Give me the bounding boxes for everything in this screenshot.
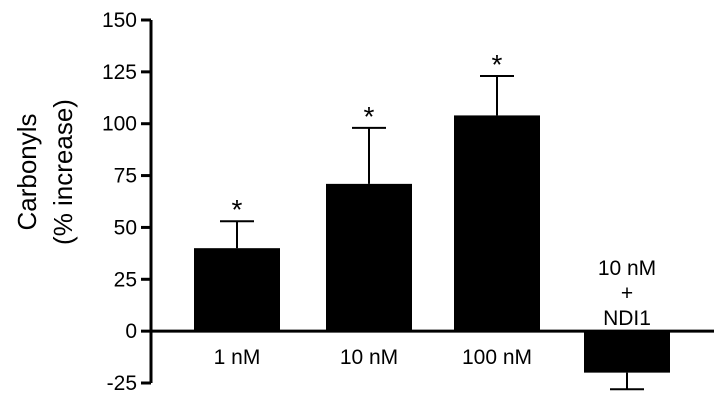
category-label: 100 nM [462, 346, 532, 369]
y-tick-label: 50 [114, 216, 137, 239]
bar [454, 115, 540, 332]
category-label: 10 nM [340, 346, 398, 369]
y-tick-label: 100 [102, 113, 137, 136]
y-tick-label: 150 [102, 9, 137, 32]
y-axis-title-line-1: Carbonyls [12, 113, 42, 230]
bar [194, 248, 280, 332]
significance-marker: * [364, 101, 375, 132]
bar [584, 331, 670, 373]
y-axis-title: Carbonyls (% increase) [12, 99, 78, 245]
category-label-line: NDI1 [603, 307, 651, 330]
category-label-line: 10 nM [598, 257, 656, 280]
category-label-line: + [621, 282, 633, 305]
y-axis-title-line-2: (% increase) [48, 99, 78, 245]
y-tick-label: 125 [102, 61, 137, 84]
bar [326, 183, 412, 332]
y-tick-label: 75 [114, 165, 137, 188]
bars: * * * [194, 49, 670, 391]
y-tick-label: -25 [107, 372, 137, 395]
y-tick-label: 0 [125, 320, 137, 343]
significance-marker: * [232, 194, 243, 225]
y-tick-label: 25 [114, 268, 137, 291]
significance-marker: * [492, 49, 503, 80]
category-label: 1 nM [214, 346, 261, 369]
